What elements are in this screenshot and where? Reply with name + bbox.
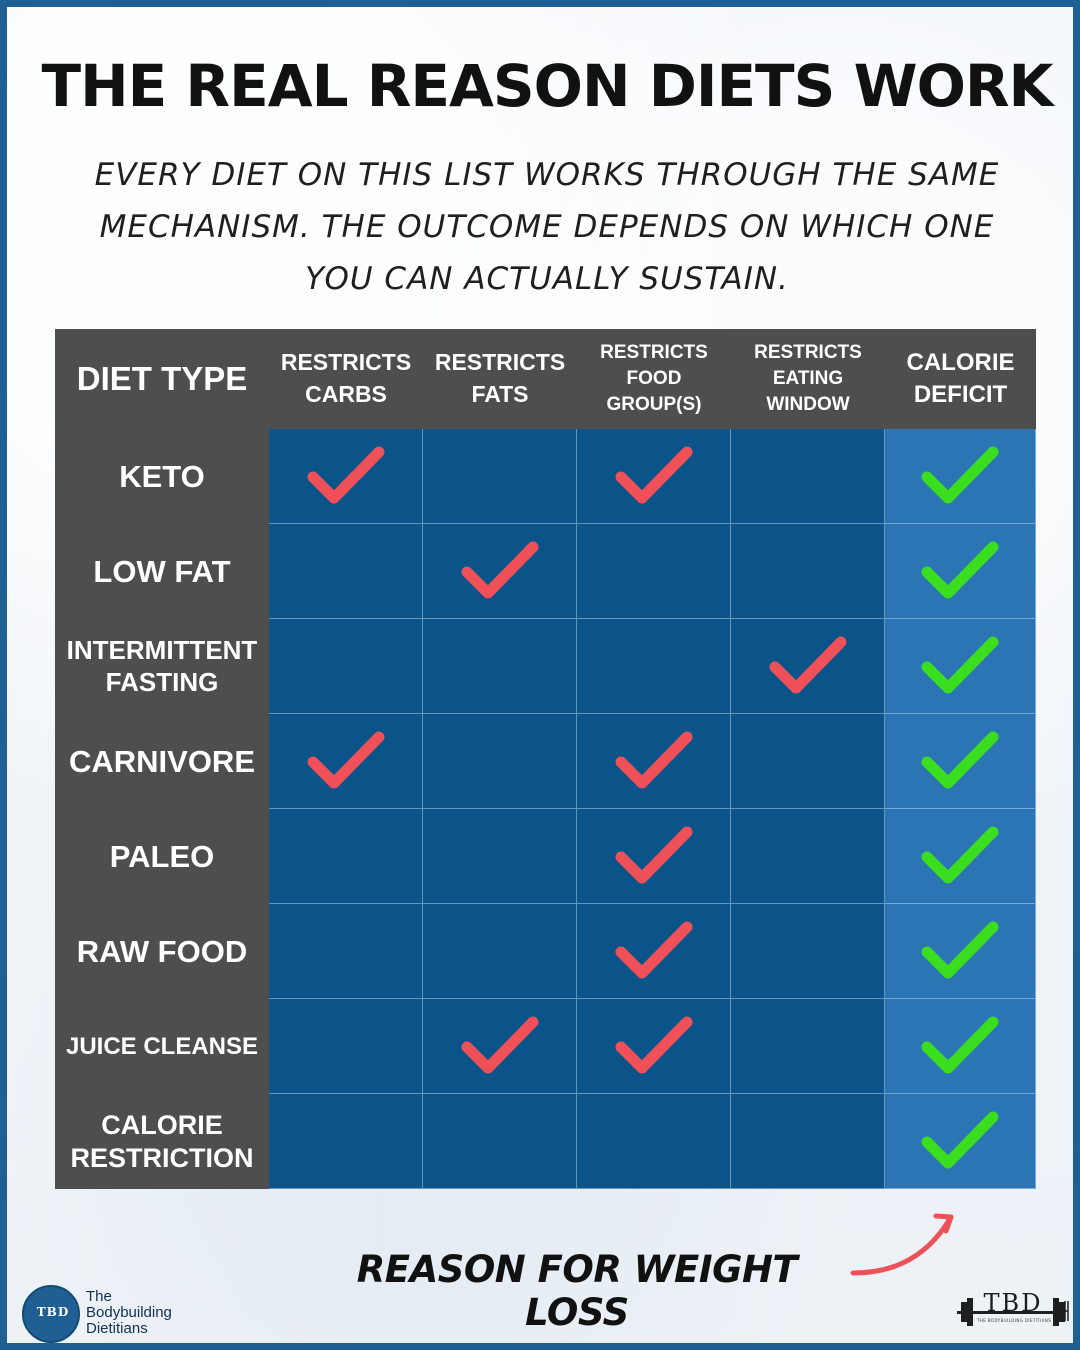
cell-keto-calorie-deficit [885,429,1036,524]
red-check-icon [461,541,538,599]
right-logo-subtext: THE BODYBUILDING DIETITIANS [977,1318,1052,1323]
cell-carnivore-restricts-eating-window [731,714,885,809]
cell-low-fat-restricts-eating-window [731,524,885,619]
cell-paleo-restricts-carbs [269,809,423,904]
cell-paleo-restricts-fats [423,809,577,904]
cell-juice-cleanse-restricts-fats [423,999,577,1094]
red-check-icon [615,446,692,504]
cell-carnivore-restricts-food-groups [577,714,731,809]
diet-comparison-table: DIET TYPE RESTRICTS CARBS RESTRICTS FATS… [55,329,1036,1189]
cell-intermittent-fasting-restricts-eating-window [731,619,885,714]
row-label-low-fat: LOW FAT [55,524,269,619]
cell-carnivore-restricts-carbs [269,714,423,809]
cell-juice-cleanse-restricts-carbs [269,999,423,1094]
cell-raw-food-restricts-carbs [269,904,423,999]
cell-raw-food-restricts-food-groups [577,904,731,999]
row-label-calorie-restriction: CALORIE RESTRICTION [55,1094,269,1189]
brand-name-line-1: The [86,1288,112,1305]
red-check-icon [461,1016,538,1074]
cell-juice-cleanse-restricts-food-groups [577,999,731,1094]
brand-name-line-2: Bodybuilding [86,1304,172,1321]
green-check-icon [921,826,999,884]
cell-raw-food-calorie-deficit [885,904,1036,999]
subtitle-line-1: EVERY DIET ON THIS LIST WORKS THROUGH TH… [94,157,1000,193]
weight-loss-reason-label: REASON FOR WEIGHT LOSS [356,1248,798,1334]
right-logo-text: TBD [983,1289,1043,1317]
header-calorie-deficit: CALORIE DEFICIT [885,329,1036,429]
cell-juice-cleanse-calorie-deficit [885,999,1036,1094]
header-diet-type: DIET TYPE [55,329,269,429]
cell-paleo-restricts-eating-window [731,809,885,904]
cell-carnivore-restricts-fats [423,714,577,809]
subtitle: EVERY DIET ON THIS LIST WORKS THROUGH TH… [41,149,1053,305]
cell-intermittent-fasting-restricts-carbs [269,619,423,714]
green-check-icon [921,446,999,504]
cell-paleo-restricts-food-groups [577,809,731,904]
red-check-icon [615,1016,692,1074]
cell-low-fat-restricts-food-groups [577,524,731,619]
page-title: THE REAL REASON DIETS WORK [41,52,1054,120]
cell-keto-restricts-carbs [269,429,423,524]
red-check-icon [769,636,846,694]
cell-calorie-restriction-restricts-carbs [269,1094,423,1189]
pointer-arrow-icon [850,1213,954,1276]
red-check-icon [307,446,384,504]
subtitle-line-3: YOU CAN ACTUALLY SUSTAIN. [305,261,789,297]
green-check-icon [921,1016,999,1074]
row-label-juice-cleanse: JUICE CLEANSE [55,999,269,1094]
brand-badge-icon: TBD [22,1285,80,1343]
cell-raw-food-restricts-eating-window [731,904,885,999]
red-check-icon [615,731,692,789]
cell-calorie-restriction-restricts-eating-window [731,1094,885,1189]
row-label-keto: KETO [55,429,269,524]
green-check-icon [921,541,999,599]
row-label-paleo: PALEO [55,809,269,904]
cell-keto-restricts-eating-window [731,429,885,524]
subtitle-line-2: MECHANISM. THE OUTCOME DEPENDS ON WHICH … [99,209,995,245]
red-check-icon [307,731,384,789]
header-restricts-fats: RESTRICTS FATS [423,329,577,429]
row-label-raw-food: RAW FOOD [55,904,269,999]
green-check-icon [921,731,999,789]
cell-keto-restricts-food-groups [577,429,731,524]
cell-calorie-restriction-calorie-deficit [885,1094,1036,1189]
header-restricts-carbs: RESTRICTS CARBS [269,329,423,429]
right-brand-logo: TBD THE BODYBUILDING DIETITIANS [957,1291,1071,1333]
barbell-icon [957,1298,1069,1326]
cell-low-fat-restricts-fats [423,524,577,619]
brand-name-text: The Bodybuilding Dietitians [86,1289,236,1337]
red-check-icon [615,921,692,979]
cell-paleo-calorie-deficit [885,809,1036,904]
cell-low-fat-restricts-carbs [269,524,423,619]
green-check-icon [921,636,999,694]
cell-raw-food-restricts-fats [423,904,577,999]
row-label-carnivore: CARNIVORE [55,714,269,809]
brand-badge-text: TBD [36,1305,70,1319]
red-check-icon [615,826,692,884]
brand-name-line-3: Dietitians [86,1320,148,1337]
cell-carnivore-calorie-deficit [885,714,1036,809]
green-check-icon [921,921,999,979]
left-brand-logo: TBD The Bodybuilding Dietitians [22,1283,262,1343]
cell-intermittent-fasting-restricts-fats [423,619,577,714]
cell-low-fat-calorie-deficit [885,524,1036,619]
cell-calorie-restriction-restricts-fats [423,1094,577,1189]
green-check-icon [921,1111,999,1169]
header-restricts-eating-window: RESTRICTS EATING WINDOW [731,329,885,429]
row-label-intermittent-fasting: INTERMITTENT FASTING [55,619,269,714]
cell-intermittent-fasting-restricts-food-groups [577,619,731,714]
cell-calorie-restriction-restricts-food-groups [577,1094,731,1189]
header-restricts-food-groups: RESTRICTS FOOD GROUP(S) [577,329,731,429]
cell-intermittent-fasting-calorie-deficit [885,619,1036,714]
cell-juice-cleanse-restricts-eating-window [731,999,885,1094]
cell-keto-restricts-fats [423,429,577,524]
